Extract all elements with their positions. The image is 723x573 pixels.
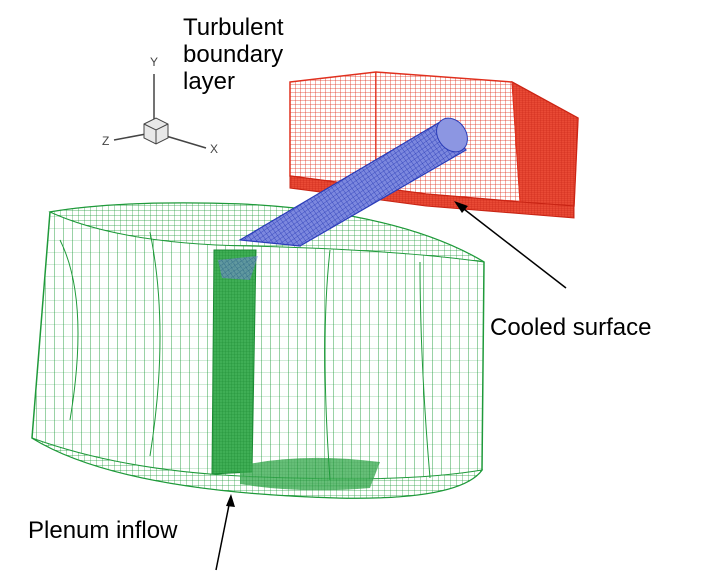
turbulent-boundary-layer-label: Turbulent boundary layer [183, 14, 284, 95]
axis-x-label: X [210, 142, 218, 156]
plenum-mesh [31, 202, 485, 499]
axis-triad: Y Z X [102, 55, 218, 156]
plenum-inflow-label: Plenum inflow [28, 517, 178, 544]
cooled-surface-arrow [454, 201, 567, 289]
axis-z-label: Z [102, 134, 109, 148]
axis-origin-cube-icon [143, 117, 169, 145]
annotation-arrows [215, 201, 567, 571]
cooled-surface-label: Cooled surface [490, 314, 652, 341]
cooling-hole-mesh [218, 117, 468, 280]
plenum-inflow-arrow [215, 494, 235, 571]
axis-y-label: Y [150, 55, 158, 69]
